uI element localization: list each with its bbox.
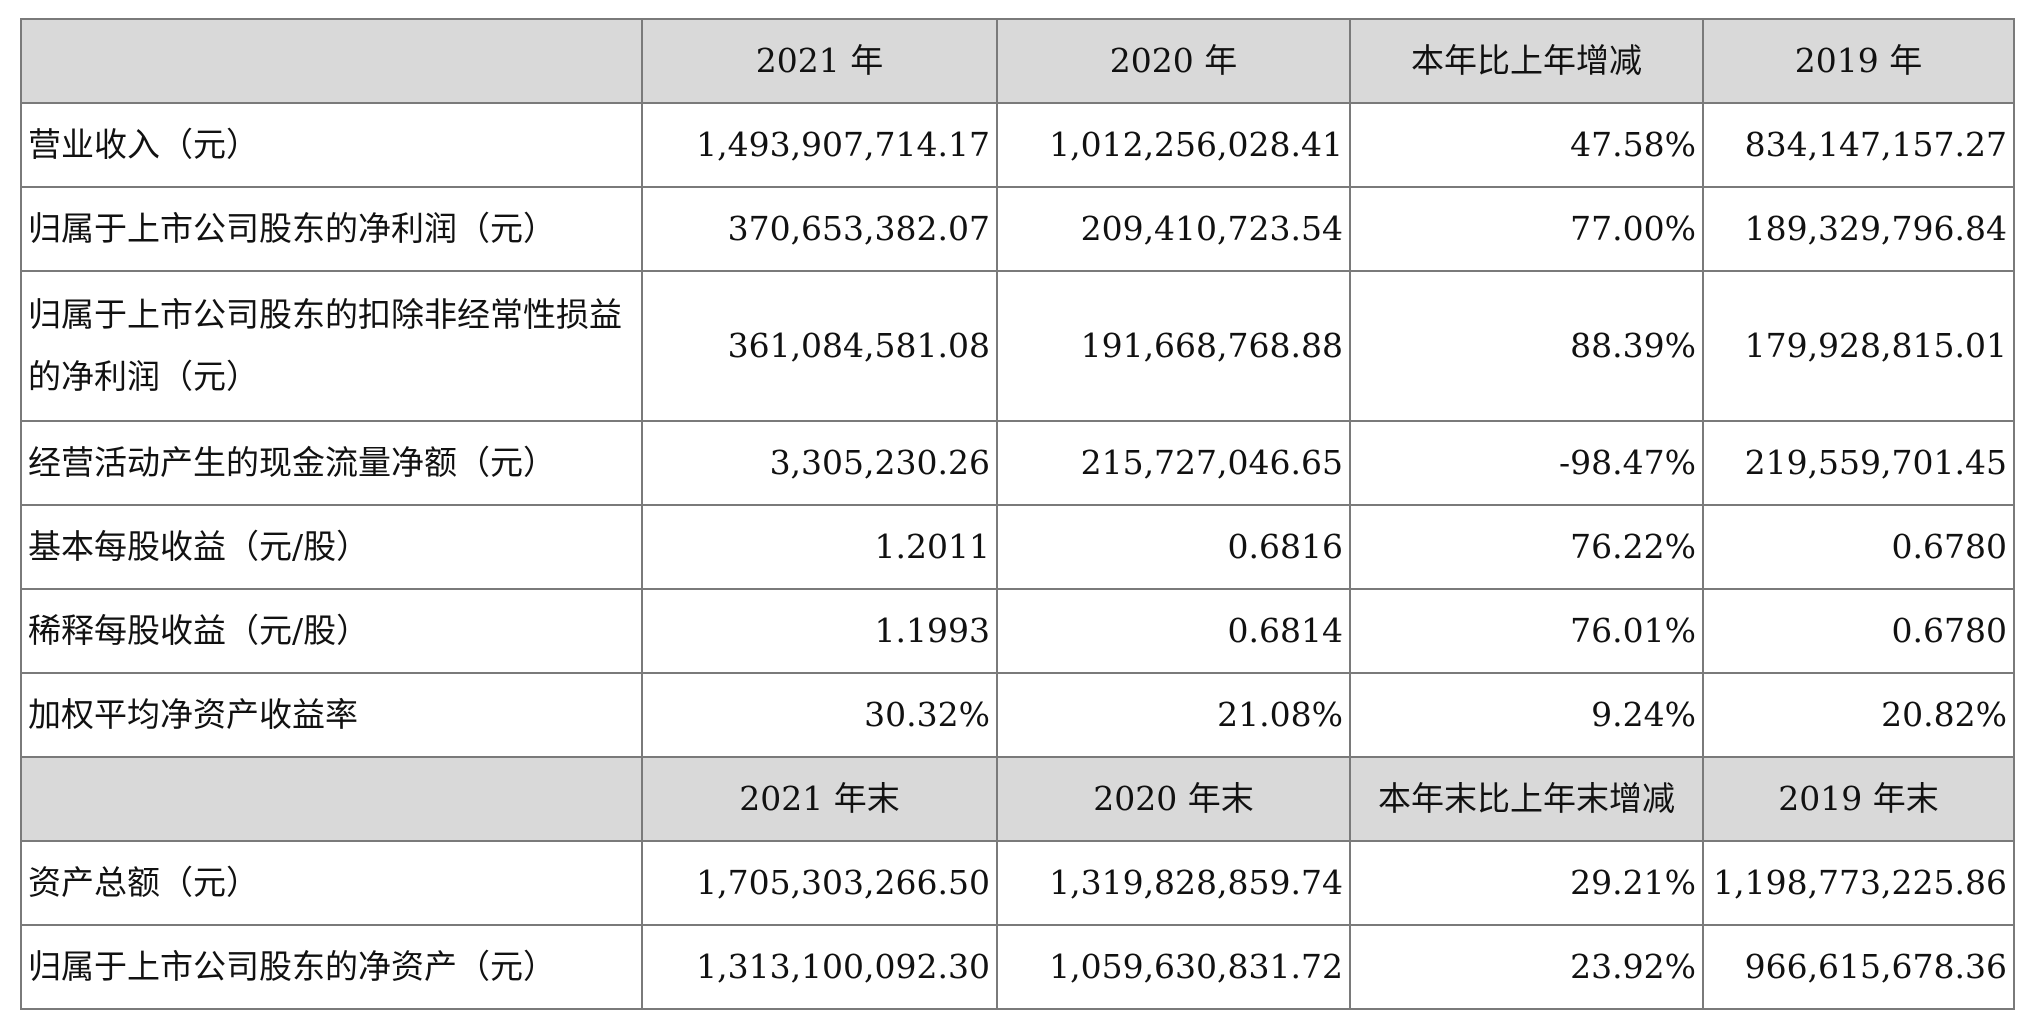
financial-summary-table: 2021 年 2020 年 本年比上年增减 2019 年 营业收入（元） 1,4… (20, 18, 2015, 1010)
header-2021: 2021 年 (641, 18, 998, 104)
value-2019: 0.6780 (1702, 504, 2015, 590)
value-2019: 219,559,701.45 (1702, 420, 2015, 506)
table-row-net-profit-excl-nonrecurring: 归属于上市公司股东的扣除非经常性损益的净利润（元） 361,084,581.08… (20, 270, 2015, 422)
value-2019: 834,147,157.27 (1702, 102, 2015, 188)
table-row-diluted-eps: 稀释每股收益（元/股） 1.1993 0.6814 76.01% 0.6780 (20, 588, 2015, 674)
value-2020: 0.6814 (996, 588, 1351, 674)
value-2020-yearend: 1,319,828,859.74 (996, 840, 1351, 926)
value-2019-yearend: 966,615,678.36 (1702, 924, 2015, 1010)
value-2020: 191,668,768.88 (996, 270, 1351, 422)
value-2020: 1,012,256,028.41 (996, 102, 1351, 188)
table-row-total-assets: 资产总额（元） 1,705,303,266.50 1,319,828,859.7… (20, 840, 2015, 926)
header-2020: 2020 年 (996, 18, 1351, 104)
value-2019: 189,329,796.84 (1702, 186, 2015, 272)
row-label: 营业收入（元） (20, 102, 643, 188)
value-change: 29.21% (1349, 840, 1704, 926)
header-2021-yearend: 2021 年末 (641, 756, 998, 842)
value-2021: 370,653,382.07 (641, 186, 998, 272)
value-2019: 20.82% (1702, 672, 2015, 758)
value-2019: 0.6780 (1702, 588, 2015, 674)
header-2019-yearend: 2019 年末 (1702, 756, 2015, 842)
table-row-operating-cash-flow: 经营活动产生的现金流量净额（元） 3,305,230.26 215,727,04… (20, 420, 2015, 506)
header-2020-yearend: 2020 年末 (996, 756, 1351, 842)
row-label: 归属于上市公司股东的净利润（元） (20, 186, 643, 272)
value-2021-yearend: 1,313,100,092.30 (641, 924, 998, 1010)
row-label: 稀释每股收益（元/股） (20, 588, 643, 674)
table-row-basic-eps: 基本每股收益（元/股） 1.2011 0.6816 76.22% 0.6780 (20, 504, 2015, 590)
value-2021: 3,305,230.26 (641, 420, 998, 506)
value-2020: 209,410,723.54 (996, 186, 1351, 272)
header-yoy-change: 本年比上年增减 (1349, 18, 1704, 104)
header-blank-cell (20, 756, 643, 842)
table-row-net-assets: 归属于上市公司股东的净资产（元） 1,313,100,092.30 1,059,… (20, 924, 2015, 1010)
value-change: 23.92% (1349, 924, 1704, 1010)
row-label: 归属于上市公司股东的净资产（元） (20, 924, 643, 1010)
value-2020-yearend: 1,059,630,831.72 (996, 924, 1351, 1010)
row-label: 资产总额（元） (20, 840, 643, 926)
value-change: 47.58% (1349, 102, 1704, 188)
header-blank-cell (20, 18, 643, 104)
value-2020: 215,727,046.65 (996, 420, 1351, 506)
row-label: 基本每股收益（元/股） (20, 504, 643, 590)
row-label: 归属于上市公司股东的扣除非经常性损益的净利润（元） (20, 270, 643, 422)
value-change: 9.24% (1349, 672, 1704, 758)
value-change: 88.39% (1349, 270, 1704, 422)
value-2021: 1.1993 (641, 588, 998, 674)
header-2019: 2019 年 (1702, 18, 2015, 104)
value-2021: 1,493,907,714.17 (641, 102, 998, 188)
value-2021: 30.32% (641, 672, 998, 758)
header-yearend-change: 本年末比上年末增减 (1349, 756, 1704, 842)
table-row-revenue: 营业收入（元） 1,493,907,714.17 1,012,256,028.4… (20, 102, 2015, 188)
value-2021: 1.2011 (641, 504, 998, 590)
value-2020: 21.08% (996, 672, 1351, 758)
value-2019-yearend: 1,198,773,225.86 (1702, 840, 2015, 926)
yearend-header-row: 2021 年末 2020 年末 本年末比上年末增减 2019 年末 (20, 756, 2015, 842)
value-change: 76.22% (1349, 504, 1704, 590)
value-2020: 0.6816 (996, 504, 1351, 590)
table-row-weighted-roe: 加权平均净资产收益率 30.32% 21.08% 9.24% 20.82% (20, 672, 2015, 758)
value-2021: 361,084,581.08 (641, 270, 998, 422)
value-change: 76.01% (1349, 588, 1704, 674)
value-2019: 179,928,815.01 (1702, 270, 2015, 422)
table-row-net-profit: 归属于上市公司股东的净利润（元） 370,653,382.07 209,410,… (20, 186, 2015, 272)
row-label: 加权平均净资产收益率 (20, 672, 643, 758)
value-change: 77.00% (1349, 186, 1704, 272)
value-change: -98.47% (1349, 420, 1704, 506)
annual-header-row: 2021 年 2020 年 本年比上年增减 2019 年 (20, 18, 2015, 104)
value-2021-yearend: 1,705,303,266.50 (641, 840, 998, 926)
row-label: 经营活动产生的现金流量净额（元） (20, 420, 643, 506)
